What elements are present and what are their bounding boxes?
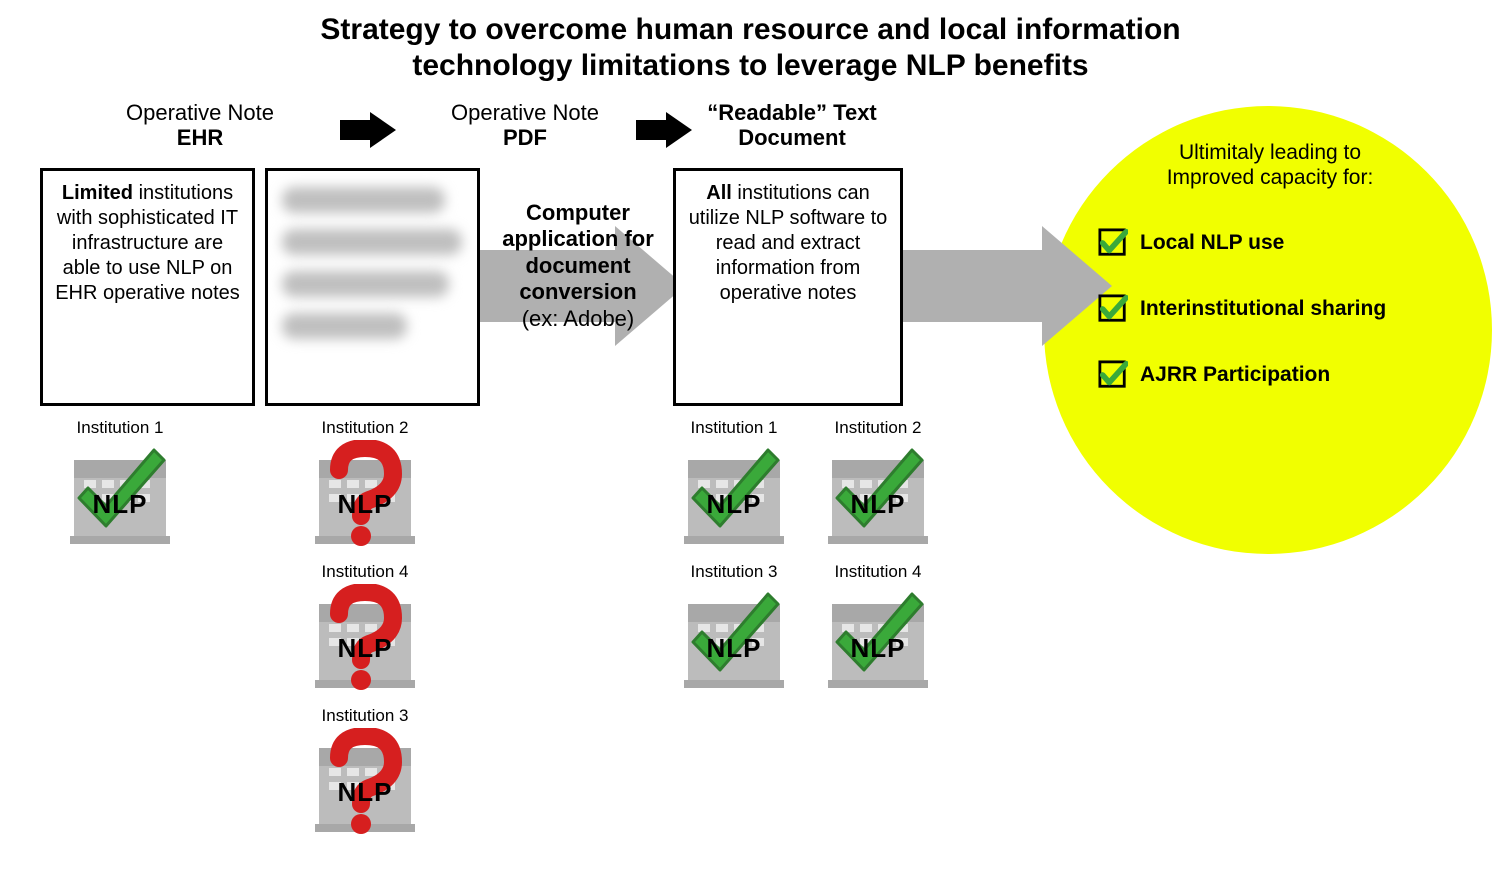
- building-icon: NLP: [822, 440, 934, 548]
- building-icon: NLP: [309, 440, 421, 548]
- check-icon: [1098, 360, 1128, 390]
- building-icon: NLP: [678, 584, 790, 692]
- page-title: Strategy to overcome human resource and …: [0, 0, 1501, 84]
- benefit-1: Local NLP use: [1098, 228, 1284, 258]
- institution-block: Institution 4 NLP: [808, 562, 948, 692]
- box-pdf-blurred: [265, 168, 480, 406]
- arrow-pdf-to-txt: [636, 112, 692, 148]
- nlp-label: NLP: [309, 489, 421, 520]
- nlp-label: NLP: [309, 633, 421, 664]
- box-limited: Limited institutions with sophisticated …: [40, 168, 255, 406]
- nlp-label: NLP: [678, 633, 790, 664]
- benefit-2: Interinstitutional sharing: [1098, 294, 1386, 324]
- institution-label: Institution 2: [808, 418, 948, 438]
- institution-block: Institution 4 NLP: [295, 562, 435, 692]
- institution-block: Institution 2 NLP: [295, 418, 435, 548]
- arrow-ehr-to-pdf: [340, 112, 396, 148]
- stage-label-ehr: Operative Note EHR: [95, 100, 305, 151]
- institution-label: Institution 1: [50, 418, 190, 438]
- nlp-label: NLP: [64, 489, 176, 520]
- building-icon: NLP: [822, 584, 934, 692]
- big-arrow-outcome: [902, 226, 1112, 346]
- nlp-label: NLP: [822, 489, 934, 520]
- conversion-label: Computer application for document conver…: [490, 200, 666, 332]
- title-line1: Strategy to overcome human resource and …: [320, 13, 1180, 46]
- institution-block: Institution 2 NLP: [808, 418, 948, 548]
- title-line2: technology limitations to leverage NLP b…: [412, 49, 1088, 82]
- institution-label: Institution 4: [808, 562, 948, 582]
- building-icon: NLP: [678, 440, 790, 548]
- benefit-label: Local NLP use: [1140, 231, 1284, 255]
- check-icon: [1098, 294, 1128, 324]
- benefit-label: AJRR Participation: [1140, 363, 1330, 387]
- institution-block: Institution 1 NLP: [664, 418, 804, 548]
- benefit-label: Interinstitutional sharing: [1140, 297, 1386, 321]
- nlp-label: NLP: [822, 633, 934, 664]
- building-icon: NLP: [309, 728, 421, 836]
- stage-label-pdf: Operative Note PDF: [420, 100, 630, 151]
- institution-label: Institution 4: [295, 562, 435, 582]
- outcome-title: Ultimitaly leading to Improved capacity …: [1120, 140, 1420, 190]
- institution-block: Institution 1 NLP: [50, 418, 190, 548]
- institution-label: Institution 2: [295, 418, 435, 438]
- check-icon: [1098, 228, 1128, 258]
- institution-block: Institution 3 NLP: [295, 706, 435, 836]
- building-icon: NLP: [309, 584, 421, 692]
- benefit-3: AJRR Participation: [1098, 360, 1330, 390]
- nlp-label: NLP: [309, 777, 421, 808]
- institution-label: Institution 3: [664, 562, 804, 582]
- institution-block: Institution 3 NLP: [664, 562, 804, 692]
- stage-label-txt: “Readable” Text Document: [672, 100, 912, 151]
- box-all: All institutions can utilize NLP softwar…: [673, 168, 903, 406]
- nlp-label: NLP: [678, 489, 790, 520]
- building-icon: NLP: [64, 440, 176, 548]
- institution-label: Institution 3: [295, 706, 435, 726]
- institution-label: Institution 1: [664, 418, 804, 438]
